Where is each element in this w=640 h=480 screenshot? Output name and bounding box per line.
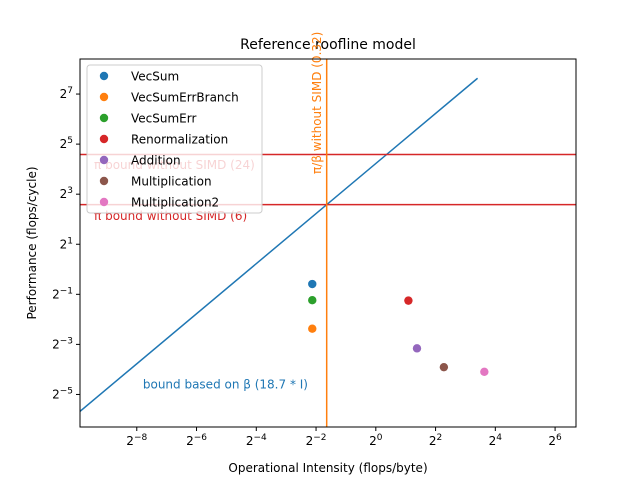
line-label-3: π/β without SIMD (0.32): [310, 32, 324, 174]
point-vecsumerrbranch: [308, 324, 317, 333]
legend-label-vecsumerrbranch: VecSumErrBranch: [131, 91, 239, 105]
legend-marker-vecsumerrbranch: [99, 92, 109, 102]
data-points: [308, 279, 489, 377]
y-tick-label: 27: [60, 86, 73, 101]
y-tick-label: 23: [60, 186, 73, 201]
y-tick-label: 2−3: [52, 336, 73, 351]
x-tick-label: 26: [548, 433, 562, 448]
legend-label-multiplication2: Multiplication2: [131, 196, 219, 210]
legend-label-vecsum: VecSum: [131, 70, 179, 84]
legend-box: [86, 64, 263, 214]
line-label-0: bound based on β (18.7 * I): [143, 377, 308, 391]
point-addition: [412, 344, 422, 353]
point-multiplication2: [480, 367, 489, 377]
legend: VecSum VecSumErrBranch VecSumErr Renormaliz…: [86, 64, 263, 214]
legend-label-addition: Addition: [131, 154, 181, 168]
point-vecsumerr: [308, 295, 317, 305]
x-tick-label: 2−2: [306, 433, 327, 448]
legend-marker-addition: [99, 155, 109, 165]
legend-label-renormalization: Renormalization: [131, 133, 228, 147]
y-tick-label: 21: [60, 236, 73, 251]
legend-marker-renormalization: [99, 134, 109, 144]
y-axis-label: Performance (flops/cycle): [25, 166, 39, 319]
legend-marker-vecsum: [99, 71, 109, 81]
x-tick-label: 20: [369, 433, 383, 448]
x-tick-label: 22: [429, 433, 442, 448]
point-renormalization: [404, 296, 413, 305]
point-vecsum: [308, 279, 317, 289]
legend-marker-multiplication: [99, 176, 109, 186]
legend-label-vecsumerr: VecSumErr: [131, 112, 196, 126]
y-tick-label: 2−5: [52, 386, 73, 401]
point-multiplication: [439, 362, 449, 372]
y-tick-label: 25: [60, 136, 73, 151]
plot-frame: [79, 58, 577, 428]
legend-marker-vecsumerr: [99, 113, 109, 123]
legend-label-multiplication: Multiplication: [131, 175, 212, 189]
x-tick-label: 2−8: [126, 433, 147, 448]
chart-title: Reference roofline model: [240, 37, 416, 53]
x-tick-label: 24: [489, 433, 503, 448]
x-axis-label: Operational Intensity (flops/byte): [228, 461, 427, 475]
x-tick-label: 2−6: [186, 433, 207, 448]
y-tick-label: 2−1: [52, 286, 73, 301]
x-tick-label: 2−4: [246, 433, 267, 448]
legend-marker-multiplication2: [99, 197, 109, 207]
line-slope-0: [80, 77, 479, 413]
